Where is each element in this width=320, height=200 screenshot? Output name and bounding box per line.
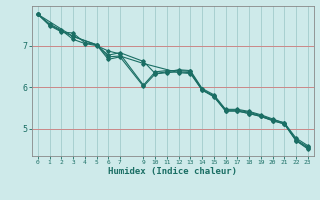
X-axis label: Humidex (Indice chaleur): Humidex (Indice chaleur) xyxy=(108,167,237,176)
